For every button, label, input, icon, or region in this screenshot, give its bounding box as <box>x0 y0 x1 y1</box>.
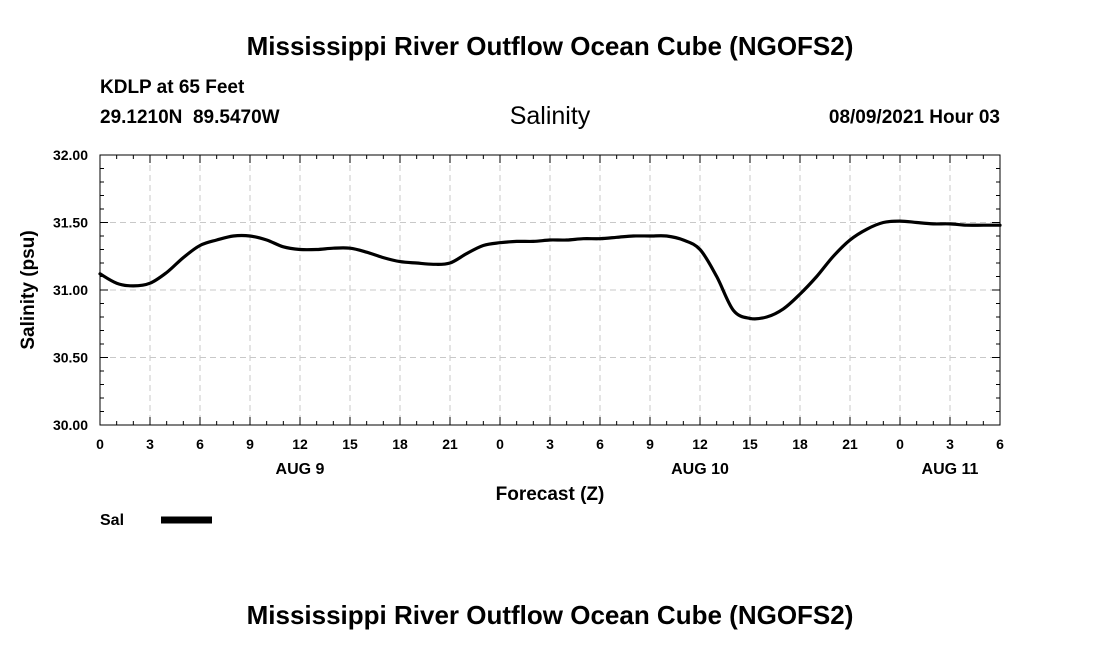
coordinates-label: 29.1210N 89.5470W <box>100 107 280 128</box>
day-label: AUG 10 <box>671 461 729 478</box>
legend-label-sal: Sal <box>100 512 124 529</box>
station-label: KDLP at 65 Feet <box>100 77 245 98</box>
x-tick-label: 15 <box>742 436 758 452</box>
x-tick-label: 0 <box>496 436 504 452</box>
chart-subtitle: Salinity <box>510 102 591 130</box>
x-tick-label: 18 <box>392 436 408 452</box>
y-tick-label: 30.50 <box>53 350 88 366</box>
series-line-sal <box>98 219 1002 321</box>
x-tick-label: 0 <box>96 436 104 452</box>
y-tick-label: 32.00 <box>53 147 88 163</box>
day-label: AUG 9 <box>276 461 325 478</box>
day-label: AUG 11 <box>922 461 979 478</box>
x-tick-label: 18 <box>792 436 808 452</box>
y-tick-label: 30.00 <box>53 417 88 433</box>
x-tick-label: 3 <box>146 436 154 452</box>
x-tick-label: 21 <box>442 436 458 452</box>
x-tick-label: 9 <box>246 436 254 452</box>
datetime-label: 08/09/2021 Hour 03 <box>828 107 1000 128</box>
x-tick-label: 12 <box>692 436 708 452</box>
grid-lines <box>100 155 1000 425</box>
x-tick-label: 21 <box>842 436 858 452</box>
x-tick-label: 3 <box>946 436 954 452</box>
y-tick-label: 31.00 <box>53 282 88 298</box>
x-axis-label: Forecast (Z) <box>496 484 605 505</box>
y-tick-label: 31.50 <box>53 215 88 231</box>
x-tick-label: 0 <box>896 436 904 452</box>
chart-title-top: Mississippi River Outflow Ocean Cube (NG… <box>246 31 854 61</box>
axis-labels: 0 3 6 9 12 15 18 21 0 3 6 9 12 15 18 21 0 3 6 30.00 30.50 31.… <box>53 147 1004 478</box>
chart-title-bottom: Mississippi River Outflow Ocean Cube (NG… <box>246 600 854 630</box>
x-tick-label: 15 <box>342 436 358 452</box>
axis-ticks <box>99 154 1001 426</box>
x-tick-label: 6 <box>996 436 1004 452</box>
x-tick-label: 6 <box>196 436 204 452</box>
x-tick-label: 3 <box>546 436 554 452</box>
y-axis-label: Salinity (psu) <box>18 230 39 349</box>
x-tick-label: 6 <box>596 436 604 452</box>
x-tick-label: 12 <box>292 436 308 452</box>
x-tick-label: 9 <box>646 436 654 452</box>
